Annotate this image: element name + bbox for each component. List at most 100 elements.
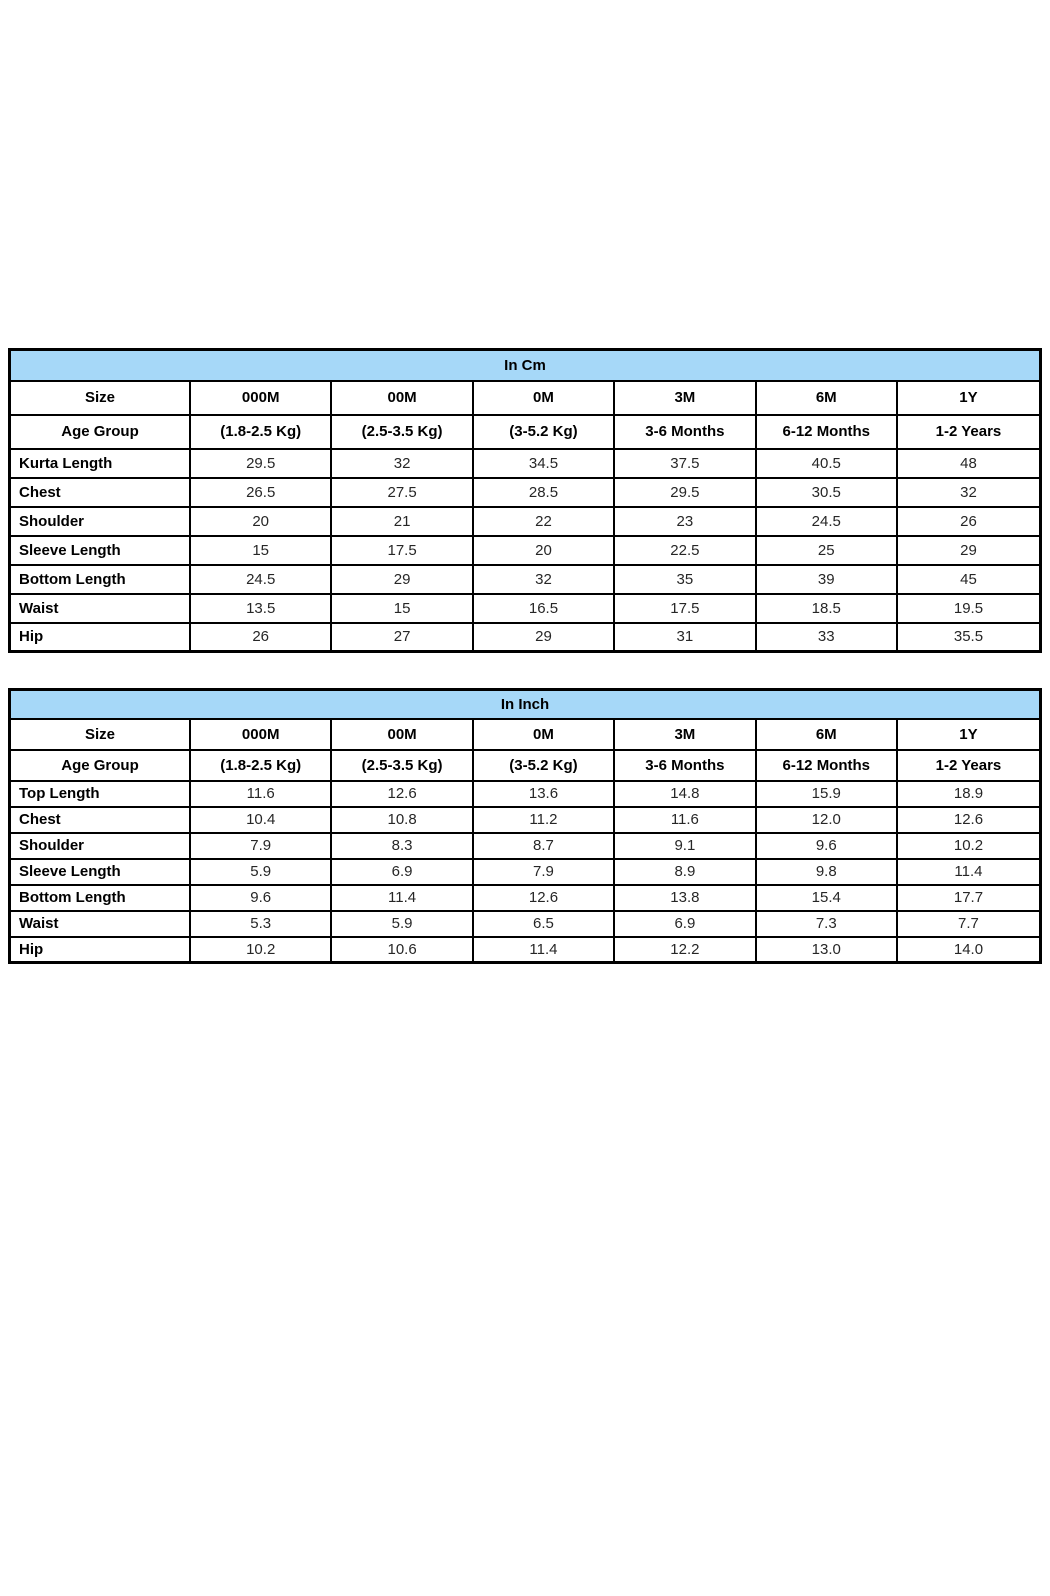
age-header-value: 3-6 Months — [613, 413, 757, 450]
size-table-inch-body: In Inch Size 000M 00M 0M 3M 6M 1Y Age Group (1.8-… — [8, 688, 1042, 964]
age-header-value: (1.8-2.5 Kg) — [188, 748, 333, 782]
measurement-value: 17.5 — [330, 534, 474, 566]
measurement-value: 13.6 — [471, 779, 616, 808]
measurement-row: Kurta Length 29.5 32 34.5 37.5 40.5 48 — [8, 447, 1042, 479]
measurement-value: 32 — [471, 563, 616, 595]
measurement-value: 32 — [895, 476, 1042, 508]
age-header-label: Age Group — [8, 748, 191, 782]
measurement-value: 7.3 — [754, 909, 898, 938]
measurement-label: Chest — [8, 476, 191, 508]
measurement-row: Sleeve Length 15 17.5 20 22.5 25 29 — [8, 534, 1042, 566]
measurement-value: 5.9 — [188, 857, 333, 886]
measurement-label: Shoulder — [8, 505, 191, 537]
measurement-value: 30.5 — [754, 476, 898, 508]
measurement-value: 13.5 — [188, 592, 333, 624]
measurement-value: 7.7 — [895, 909, 1042, 938]
size-header-value: 000M — [188, 717, 333, 751]
measurement-value: 32 — [330, 447, 474, 479]
measurement-value: 29 — [330, 563, 474, 595]
measurement-value: 10.2 — [895, 831, 1042, 860]
measurement-label: Hip — [8, 935, 191, 964]
measurement-value: 45 — [895, 563, 1042, 595]
measurement-value: 11.4 — [471, 935, 616, 964]
measurement-label: Sleeve Length — [8, 857, 191, 886]
measurement-row: Chest 10.4 10.8 11.2 11.6 12.0 12.6 — [8, 805, 1042, 834]
measurement-value: 6.9 — [613, 909, 757, 938]
measurement-value: 31 — [613, 621, 757, 653]
size-header-value: 00M — [330, 379, 474, 416]
measurement-value: 19.5 — [895, 592, 1042, 624]
measurement-value: 8.9 — [613, 857, 757, 886]
measurement-value: 17.7 — [895, 883, 1042, 912]
measurement-value: 15 — [330, 592, 474, 624]
measurement-row: Top Length 11.6 12.6 13.6 14.8 15.9 18.9 — [8, 779, 1042, 808]
measurement-value: 15.9 — [754, 779, 898, 808]
size-header-row: Size 000M 00M 0M 3M 6M 1Y — [8, 717, 1042, 751]
measurement-value: 9.6 — [754, 831, 898, 860]
table-title: In Inch — [8, 688, 1042, 720]
measurement-value: 14.8 — [613, 779, 757, 808]
measurement-value: 27 — [330, 621, 474, 653]
measurement-value: 9.1 — [613, 831, 757, 860]
measurement-value: 23 — [613, 505, 757, 537]
measurement-value: 15 — [188, 534, 333, 566]
measurement-row: Hip 26 27 29 31 33 35.5 — [8, 621, 1042, 653]
measurement-value: 11.4 — [330, 883, 474, 912]
measurement-value: 6.9 — [330, 857, 474, 886]
size-table-inch: In Inch Size 000M 00M 0M 3M 6M 1Y Age Group (1.8-… — [8, 688, 1042, 964]
age-header-value: (3-5.2 Kg) — [471, 748, 616, 782]
measurement-label: Waist — [8, 592, 191, 624]
measurement-value: 35 — [613, 563, 757, 595]
age-header-value: 1-2 Years — [895, 413, 1042, 450]
age-header-value: (2.5-3.5 Kg) — [330, 413, 474, 450]
age-header-value: (1.8-2.5 Kg) — [188, 413, 333, 450]
measurement-value: 10.8 — [330, 805, 474, 834]
measurement-value: 7.9 — [471, 857, 616, 886]
measurement-value: 24.5 — [188, 563, 333, 595]
measurement-value: 18.9 — [895, 779, 1042, 808]
measurement-value: 16.5 — [471, 592, 616, 624]
age-header-value: 6-12 Months — [754, 748, 898, 782]
measurement-value: 11.4 — [895, 857, 1042, 886]
measurement-value: 9.6 — [188, 883, 333, 912]
measurement-value: 29 — [895, 534, 1042, 566]
measurement-value: 26 — [188, 621, 333, 653]
measurement-label: Top Length — [8, 779, 191, 808]
measurement-value: 9.8 — [754, 857, 898, 886]
measurement-value: 40.5 — [754, 447, 898, 479]
measurement-value: 12.2 — [613, 935, 757, 964]
measurement-value: 15.4 — [754, 883, 898, 912]
measurement-label: Hip — [8, 621, 191, 653]
measurement-value: 10.2 — [188, 935, 333, 964]
measurement-value: 20 — [188, 505, 333, 537]
measurement-value: 8.3 — [330, 831, 474, 860]
measurement-value: 29.5 — [188, 447, 333, 479]
measurement-value: 13.8 — [613, 883, 757, 912]
measurement-value: 14.0 — [895, 935, 1042, 964]
measurement-value: 18.5 — [754, 592, 898, 624]
measurement-row: Bottom Length 24.5 29 32 35 39 45 — [8, 563, 1042, 595]
size-header-value: 6M — [754, 717, 898, 751]
measurement-value: 24.5 — [754, 505, 898, 537]
measurement-value: 39 — [754, 563, 898, 595]
age-header-value: 3-6 Months — [613, 748, 757, 782]
table-title-row: In Cm — [8, 348, 1042, 382]
size-header-value: 1Y — [895, 717, 1042, 751]
age-header-label: Age Group — [8, 413, 191, 450]
measurement-value: 6.5 — [471, 909, 616, 938]
measurement-value: 33 — [754, 621, 898, 653]
measurement-value: 11.6 — [613, 805, 757, 834]
measurement-value: 12.0 — [754, 805, 898, 834]
measurement-value: 12.6 — [330, 779, 474, 808]
size-header-value: 00M — [330, 717, 474, 751]
measurement-value: 10.6 — [330, 935, 474, 964]
size-header-value: 3M — [613, 717, 757, 751]
measurement-value: 11.6 — [188, 779, 333, 808]
measurement-value: 34.5 — [471, 447, 616, 479]
measurement-row: Chest 26.5 27.5 28.5 29.5 30.5 32 — [8, 476, 1042, 508]
measurement-value: 5.9 — [330, 909, 474, 938]
measurement-value: 7.9 — [188, 831, 333, 860]
measurement-value: 11.2 — [471, 805, 616, 834]
size-table-cm-body: In Cm Size 000M 00M 0M 3M 6M 1Y Age Group (1.8-2.… — [8, 348, 1042, 653]
size-table-cm: In Cm Size 000M 00M 0M 3M 6M 1Y Age Group (1.8-2.… — [8, 348, 1042, 653]
